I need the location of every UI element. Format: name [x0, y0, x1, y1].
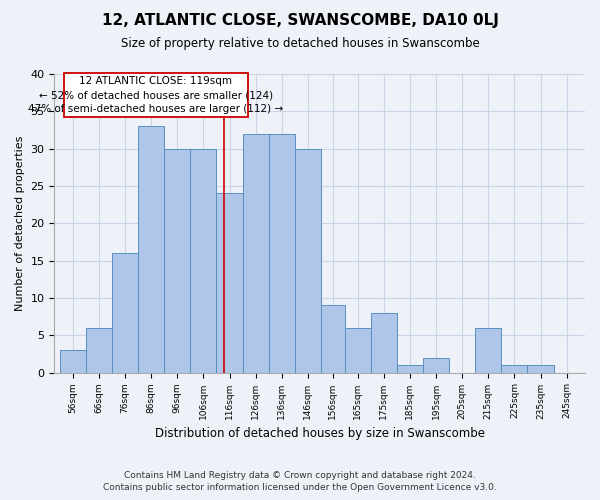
Bar [269, 134, 295, 372]
Text: 12 ATLANTIC CLOSE: 119sqm: 12 ATLANTIC CLOSE: 119sqm [79, 76, 232, 86]
Bar [112, 253, 138, 372]
Text: 12, ATLANTIC CLOSE, SWANSCOMBE, DA10 0LJ: 12, ATLANTIC CLOSE, SWANSCOMBE, DA10 0LJ [101, 12, 499, 28]
Y-axis label: Number of detached properties: Number of detached properties [15, 136, 25, 311]
Bar [138, 126, 164, 372]
Bar [344, 328, 371, 372]
Bar [217, 194, 242, 372]
X-axis label: Distribution of detached houses by size in Swanscombe: Distribution of detached houses by size … [155, 427, 485, 440]
Text: Size of property relative to detached houses in Swanscombe: Size of property relative to detached ho… [121, 38, 479, 51]
Bar [371, 313, 397, 372]
Bar [321, 306, 344, 372]
Bar [423, 358, 449, 372]
FancyBboxPatch shape [64, 72, 248, 118]
Text: 47% of semi-detached houses are larger (112) →: 47% of semi-detached houses are larger (… [28, 104, 283, 114]
Bar [527, 365, 554, 372]
Bar [295, 148, 321, 372]
Bar [242, 134, 269, 372]
Text: ← 52% of detached houses are smaller (124): ← 52% of detached houses are smaller (12… [38, 90, 273, 100]
Bar [164, 148, 190, 372]
Bar [190, 148, 217, 372]
Text: Contains public sector information licensed under the Open Government Licence v3: Contains public sector information licen… [103, 484, 497, 492]
Bar [59, 350, 86, 372]
Bar [475, 328, 502, 372]
Bar [397, 365, 423, 372]
Bar [86, 328, 112, 372]
Text: Contains HM Land Registry data © Crown copyright and database right 2024.: Contains HM Land Registry data © Crown c… [124, 471, 476, 480]
Bar [502, 365, 527, 372]
